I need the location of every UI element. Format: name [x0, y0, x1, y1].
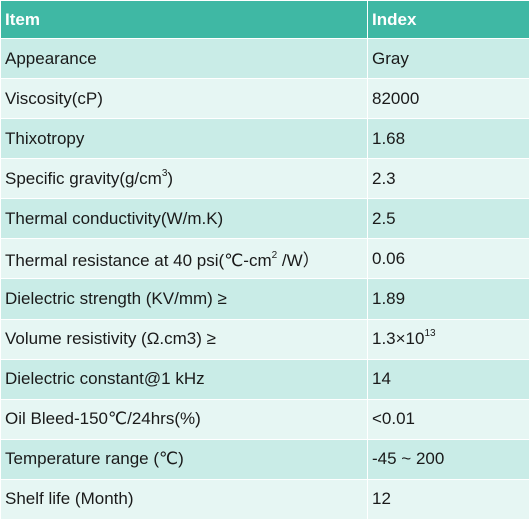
- superscript: 13: [424, 328, 436, 340]
- table-row: Specific gravity(g/cm3) 2.3: [0, 158, 530, 200]
- row-item: Thixotropy: [0, 118, 368, 160]
- table-row: Oil Bleed-150℃/24hrs(%) <0.01: [0, 398, 530, 440]
- table-header: Item Index: [0, 0, 530, 39]
- table-body: Appearance Gray Viscosity(cP) 82000 Thix…: [0, 37, 530, 521]
- table-row: Appearance Gray: [0, 37, 530, 80]
- row-item: Dielectric strength (KV/mm) ≥: [0, 278, 368, 320]
- header-index: Index: [367, 0, 530, 39]
- row-item: Temperature range (℃): [0, 438, 368, 480]
- row-item-text: /W）: [277, 251, 320, 271]
- superscript: 2: [271, 250, 278, 262]
- row-index-text: 1.3×10: [372, 329, 425, 349]
- row-item-text: Thermal resistance at 40 psi(℃-cm: [5, 251, 272, 271]
- row-item: Dielectric constant@1 kHz: [0, 358, 368, 400]
- table-row: Dielectric constant@1 kHz 14: [0, 358, 530, 400]
- row-item: Viscosity(cP): [0, 78, 368, 120]
- row-index: Gray: [367, 37, 530, 80]
- header-row: Item Index: [0, 0, 530, 39]
- row-index: 1.89: [367, 278, 530, 320]
- row-index: 1.68: [367, 118, 530, 160]
- row-index: <0.01: [367, 398, 530, 440]
- row-item-text: Specific gravity(g/cm: [5, 168, 162, 188]
- row-item: Specific gravity(g/cm3): [0, 158, 368, 200]
- row-index: 82000: [367, 78, 530, 120]
- row-item: Thermal resistance at 40 psi(℃-cm2 /W）: [0, 238, 368, 280]
- row-item: Appearance: [0, 37, 368, 80]
- row-item: Thermal conductivity(W/m.K): [0, 198, 368, 240]
- superscript: 3: [161, 167, 168, 179]
- row-index: 1.3×1013: [367, 318, 530, 360]
- row-index: 2.3: [367, 158, 530, 200]
- row-index: 12: [367, 478, 530, 521]
- table-row: Dielectric strength (KV/mm) ≥ 1.89: [0, 278, 530, 320]
- row-index: 14: [367, 358, 530, 400]
- table-row: Shelf life (Month) 12: [0, 478, 530, 521]
- table-row: Thermal conductivity(W/m.K) 2.5: [0, 198, 530, 240]
- row-index: 2.5: [367, 198, 530, 240]
- row-index: -45 ~ 200: [367, 438, 530, 480]
- table-row: Thermal resistance at 40 psi(℃-cm2 /W） 0…: [0, 238, 530, 280]
- row-item: Shelf life (Month): [0, 478, 368, 521]
- table-row: Thixotropy 1.68: [0, 118, 530, 160]
- row-index: 0.06: [367, 238, 530, 280]
- table-row: Viscosity(cP) 82000: [0, 78, 530, 120]
- row-item: Volume resistivity (Ω.cm3) ≥: [0, 318, 368, 360]
- table-row: Temperature range (℃) -45 ~ 200: [0, 438, 530, 480]
- header-item: Item: [0, 0, 368, 39]
- row-item-text: ): [167, 168, 174, 188]
- table-row: Volume resistivity (Ω.cm3) ≥ 1.3×1013: [0, 318, 530, 360]
- row-item: Oil Bleed-150℃/24hrs(%): [0, 398, 368, 440]
